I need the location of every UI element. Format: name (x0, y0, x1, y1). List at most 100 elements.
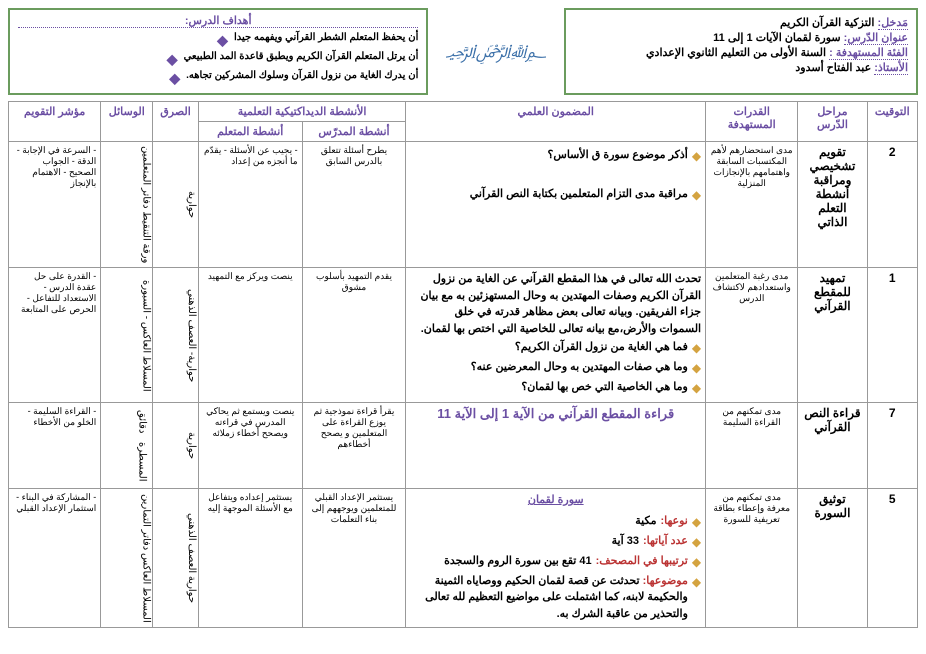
target-label: الفئة المستهدفة : (829, 47, 908, 60)
lesson-title-row: عنوان الدّرس: سورة لقمان الآيات 1 إلى 11 (574, 31, 908, 44)
objective-item: أن يدرك الغاية من نزول القرآن وسلوك المش… (18, 70, 418, 87)
col-learner-act: أنشطة المتعلم (198, 122, 302, 142)
indicator-cell: - السرعة في الإجابة - الدقة - الجواب الص… (9, 142, 101, 268)
col-indicator: مؤشر التقويم (9, 102, 101, 142)
indicator-cell: - القدرة على حل عقدة الدرس - الاستعداد ل… (9, 268, 101, 403)
timing-cell: 2 (867, 142, 917, 268)
skills-cell: مدى استحضارهم لأهم المكتسبات السابقة واه… (706, 142, 798, 268)
teacher-value: عبد الفتاح أسدود (795, 62, 871, 74)
verses-label: عدد آياتها: (643, 533, 688, 550)
teacher-label: الأستاذ: (874, 62, 908, 75)
stage-cell: تمهيد للمقطع القرآني (798, 268, 867, 403)
lesson-label: عنوان الدّرس: (844, 32, 908, 45)
indicator-cell: - المشاركة في البناء - استثمار الإعداد ا… (9, 489, 101, 628)
means-cell: المسلاط العاكس دفاتر التمارين (101, 489, 153, 628)
method-cell: حوارية- العصف الذهني (153, 268, 199, 403)
objectives-title: أهداف الدرس: (18, 14, 418, 28)
method-cell: حوارية (153, 403, 199, 489)
learner-act-cell: ينصت ويركز مع التمهيد (198, 268, 302, 403)
teacher-row: الأستاذ: عبد الفتاح أسدود (574, 61, 908, 74)
content-cell: تحدث الله تعالى في هذا المقطع القرآني عن… (406, 268, 706, 403)
col-activities: الأنشطة الديداكتيكية التعلمية (198, 102, 406, 122)
diamond-icon: ◆ (692, 339, 701, 357)
table-row: 1 تمهيد للمقطع القرآني مدى رغبة المتعلمي… (9, 268, 918, 403)
diamond-icon: ◆ (692, 379, 701, 397)
target-row: الفئة المستهدفة : السنة الأولى من التعلي… (574, 46, 908, 59)
table-header-row: التوقيت مراحل الدّرس القدرات المستهدفة ا… (9, 102, 918, 122)
sura-name: سورة لقمان (410, 492, 701, 509)
verses-val: 33 آية (612, 533, 639, 550)
objectives-box: أهداف الدرس: أن يحفظ المتعلم الشطر القرآ… (8, 8, 428, 95)
skills-cell: مدى تمكنهم من معرفة وإعطاء بطاقة تعريفية… (706, 489, 798, 628)
q-text: وما هي الخاصية التي خص بها لقمان؟ (521, 379, 687, 396)
intro-text: تحدث الله تعالى في هذا المقطع القرآني عن… (410, 271, 701, 337)
diamond-icon: ◆ (692, 553, 701, 571)
col-method: الصرق (153, 102, 199, 142)
stage-cell: تقويم تشخيصي ومراقبة أنشطة التعلم الذاتي (798, 142, 867, 268)
q-text: وما هي صفات المهتدين به وحال المعرضين عن… (471, 359, 688, 376)
col-stage: مراحل الدّرس (798, 102, 867, 142)
teacher-act-cell: يطرح أسئلة تتعلق بالدرس السابق (302, 142, 406, 268)
skills-cell: مدى تمكنهم من القراءة السليمة (706, 403, 798, 489)
target-value: السنة الأولى من التعليم الثانوي الإعدادي (646, 47, 826, 59)
lesson-plan-table: التوقيت مراحل الدّرس القدرات المستهدفة ا… (8, 101, 918, 628)
stage-cell: قراءة النص القرآني (798, 403, 867, 489)
order-val: 41 تقع بين سورة الروم والسجدة (444, 553, 592, 570)
means-cell: دقائق المسطرة (101, 403, 153, 489)
objective-text: أن يرتل المتعلم القرآن الكريم ويطبق قاعد… (184, 51, 419, 62)
content-cell: سورة لقمان ◆نوعها: مكية ◆عدد آياتها: 33 … (406, 489, 706, 628)
table-row: 5 توثيق السورة مدى تمكنهم من معرفة وإعطا… (9, 489, 918, 628)
means-cell: المسلاط العاكس - السبورة (101, 268, 153, 403)
svg-text:﷽: ﷽ (446, 41, 546, 64)
q-text: فما هي الغاية من نزول القرآن الكريم؟ (515, 339, 688, 356)
diamond-icon: ◆ (692, 359, 701, 377)
teacher-act-cell: يقدم التمهيد بأسلوب مشوق (302, 268, 406, 403)
objective-item: أن يحفظ المتعلم الشطر القرآني ويفهمه جيد… (18, 32, 418, 49)
means-cell: ورقة التنقيط دفاتر المتعلمين (101, 142, 153, 268)
means1: دقائق (135, 406, 148, 437)
indicator-cell: - القراءة السليمة - الخلو من الأخطاء (9, 403, 101, 489)
content-cell: ◆أذكر موضوع سورة ق الأساس؟ ◆مراقبة مدى ا… (406, 142, 706, 268)
learner-act-cell: - يجيب عن الأسئلة - يقدّم ما أنجزه من إع… (198, 142, 302, 268)
diamond-bullet: ◆ (169, 70, 180, 87)
type-val: مكية (635, 513, 656, 530)
lesson-info-box: مَدخل: التزكية القرآن الكريم عنوان الدّر… (564, 8, 918, 95)
entry-value: التزكية القرآن الكريم (780, 17, 874, 29)
diamond-bullet: ◆ (217, 32, 228, 49)
table-row: 7 قراءة النص القرآني مدى تمكنهم من القرا… (9, 403, 918, 489)
col-content: المضمون العلمي (406, 102, 706, 142)
timing-cell: 1 (867, 268, 917, 403)
diamond-icon: ◆ (692, 513, 701, 531)
col-teacher-act: أنشطة المدرّس (302, 122, 406, 142)
means2: المسطرة (135, 438, 148, 486)
timing-cell: 5 (867, 489, 917, 628)
content-cell: قراءة المقطع القرآني من الآية 1 إلى الآي… (406, 403, 706, 489)
skills-cell: مدى رغبة المتعلمين واستعدادهم لاكتشاف ال… (706, 268, 798, 403)
col-skills: القدرات المستهدفة (706, 102, 798, 142)
method-cell: حوارية (153, 142, 199, 268)
objective-text: أن يحفظ المتعلم الشطر القرآني ويفهمه جيد… (234, 32, 418, 43)
content-q1: أذكر موضوع سورة ق الأساس؟ (548, 147, 688, 164)
timing-cell: 7 (867, 403, 917, 489)
stage-cell: توثيق السورة (798, 489, 867, 628)
content-q2: مراقبة مدى التزام المتعلمين بكتابة النص … (470, 186, 688, 203)
objective-item: أن يرتل المتعلم القرآن الكريم ويطبق قاعد… (18, 51, 418, 68)
entry-row: مَدخل: التزكية القرآن الكريم (574, 16, 908, 29)
diamond-icon: ◆ (692, 533, 701, 551)
diamond-bullet: ◆ (167, 51, 178, 68)
col-means: الوسائل (101, 102, 153, 142)
topic-label: موضوعها: (643, 575, 688, 587)
reading-title: قراءة المقطع القرآني من الآية 1 إلى الآي… (410, 406, 701, 422)
learner-act-cell: يستثمر إعداده ويتفاعل مع الأسئلة الموجهة… (198, 489, 302, 628)
diamond-icon: ◆ (692, 573, 701, 591)
lesson-value: سورة لقمان الآيات 1 إلى 11 (713, 32, 840, 44)
objective-text: أن يدرك الغاية من نزول القرآن وسلوك المش… (186, 70, 418, 81)
type-label: نوعها: (660, 513, 687, 530)
table-row: 2 تقويم تشخيصي ومراقبة أنشطة التعلم الذا… (9, 142, 918, 268)
method-cell: حوارية العصف الذهني (153, 489, 199, 628)
entry-label: مَدخل: (878, 17, 908, 30)
diamond-icon: ◆ (692, 147, 701, 165)
teacher-act-cell: يستثمر الإعداد القبلي للمتعلمين ويوجههم … (302, 489, 406, 628)
teacher-act-cell: يقرأ قراءة نموذجية ثم يوزع القراءة على ا… (302, 403, 406, 489)
learner-act-cell: ينصت ويستمع ثم يحاكي المدرس في قراءته وي… (198, 403, 302, 489)
